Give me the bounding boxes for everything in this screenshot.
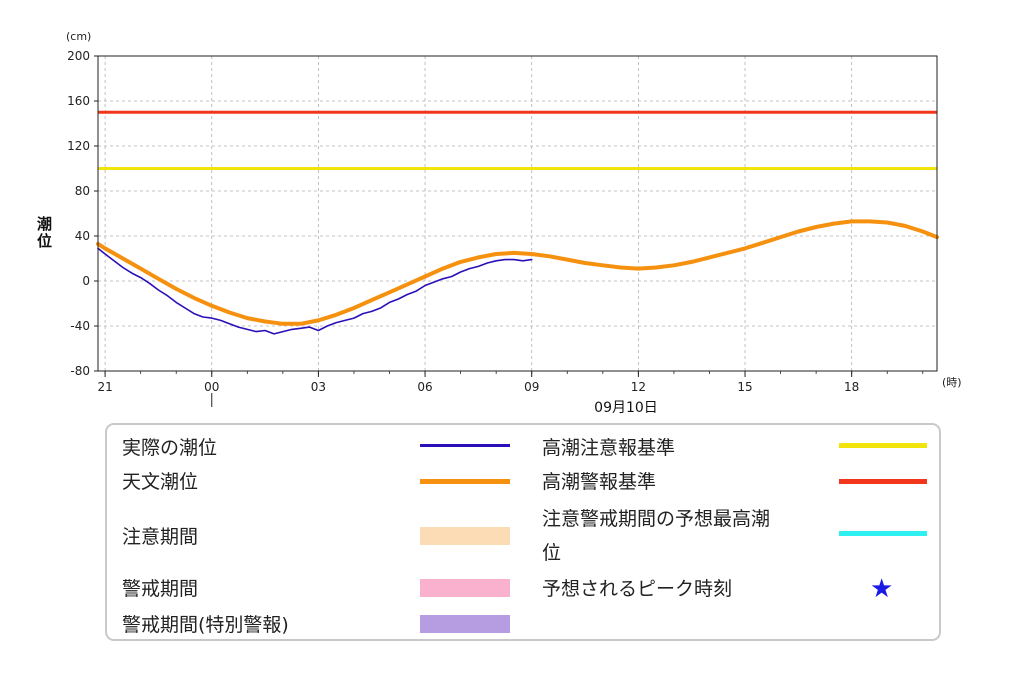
tide-chart: -80 -40 0 40 80 120 160 200 21 00 03 06 09 12 15 18 (c… xyxy=(35,30,962,416)
x-unit-label: (時) xyxy=(942,376,962,389)
y-tick-label: 80 xyxy=(75,184,90,198)
x-tick-label: 12 xyxy=(631,380,646,394)
x-tick-label: 09 xyxy=(524,380,539,394)
legend-label-astronomical-tide: 天文潮位 xyxy=(122,471,199,493)
star-icon: ★ xyxy=(870,574,894,604)
legend-label-storm-surge-warning: 高潮警報基準 xyxy=(542,471,657,493)
y-axis-title: 潮位 xyxy=(35,215,53,250)
legend-label-forecast-max-tide-line1: 注意警戒期間の予想最高潮 xyxy=(542,508,771,530)
reference-lines xyxy=(98,110,937,170)
date-label: 09月10日 xyxy=(594,400,658,416)
legend-swatch-forecast-max-tide xyxy=(839,531,927,536)
legend-label-forecast-max-tide-line2: 位 xyxy=(542,542,562,564)
y-tick-label: -40 xyxy=(70,319,90,333)
y-tick-label: 200 xyxy=(67,49,90,63)
plot-frame xyxy=(97,55,938,372)
x-tick-label: 06 xyxy=(417,380,432,394)
x-axis: 21 00 03 06 09 12 15 18 xyxy=(97,371,924,407)
series-line xyxy=(97,247,533,335)
legend-swatch-actual-tide xyxy=(420,444,510,447)
legend-label-caution-period: 注意期間 xyxy=(122,526,199,548)
legend-swatch-astronomical-tide xyxy=(420,479,510,484)
legend-label-warning-period: 警戒期間 xyxy=(122,578,199,600)
x-tick-label: 21 xyxy=(97,380,112,394)
x-tick-label: 15 xyxy=(737,380,752,394)
legend-swatch-special-warning-period xyxy=(420,615,510,633)
legend-swatch-storm-surge-warning xyxy=(839,479,927,484)
legend-label-actual-tide: 実際の潮位 xyxy=(122,437,218,459)
y-tick-label: 40 xyxy=(75,229,90,243)
legend-swatch-caution-period xyxy=(420,527,510,545)
legend-panel: 実際の潮位 天文潮位 注意期間 警戒期間 警戒期間(特別警報) 高潮注意報基準 … xyxy=(105,423,941,641)
legend-label-storm-surge-advisory: 高潮注意報基準 xyxy=(542,437,676,459)
y-tick-label: 160 xyxy=(67,94,90,108)
legend-label-peak-time: 予想されるピーク時刻 xyxy=(542,578,733,600)
y-tick-label: 0 xyxy=(82,274,90,288)
legend-swatch-warning-period xyxy=(420,579,510,597)
x-tick-label: 00 xyxy=(204,380,219,394)
legend-label-special-warning-period: 警戒期間(特別警報) xyxy=(122,614,289,636)
series-lines xyxy=(96,219,939,335)
legend-swatch-storm-surge-advisory xyxy=(839,443,927,448)
y-axis: -80 -40 0 40 80 120 160 200 xyxy=(67,49,98,378)
chart-grid xyxy=(98,56,937,371)
x-tick-label: 03 xyxy=(311,380,326,394)
series-line xyxy=(96,219,939,326)
y-tick-label: -80 xyxy=(70,364,90,378)
x-tick-label: 18 xyxy=(844,380,859,394)
y-tick-label: 120 xyxy=(67,139,90,153)
y-unit-label: (cm) xyxy=(66,30,91,43)
